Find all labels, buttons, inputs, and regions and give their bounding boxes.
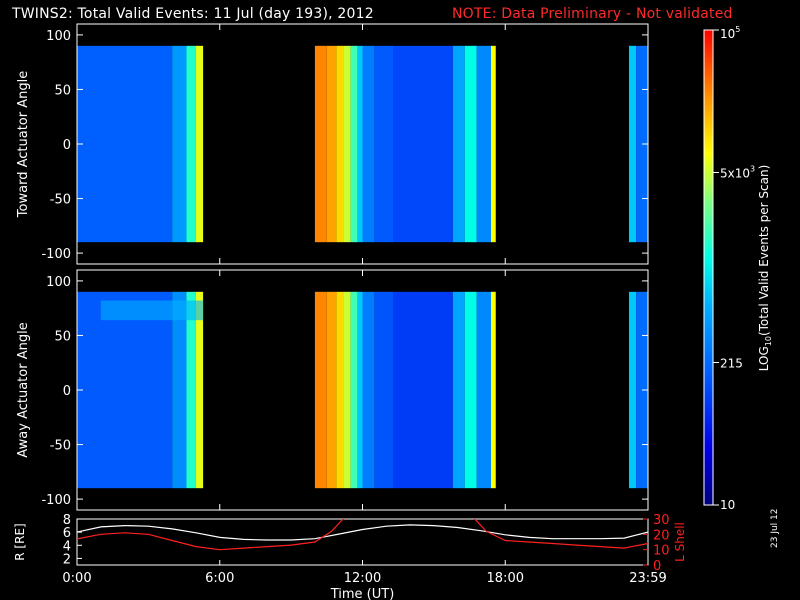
colorbar-gradient (703, 29, 714, 506)
y-left-tick-label: 4 (63, 539, 71, 554)
heatmap-cell (490, 291, 496, 489)
heatmap-cell (374, 45, 394, 243)
heatmap-cell (362, 291, 375, 489)
heatmap-cell (393, 291, 453, 489)
x-axis-label: Time (UT) (330, 587, 395, 600)
y-tick-label: -50 (50, 193, 71, 208)
y-left-tick-label: 6 (63, 526, 71, 541)
y-left-axis-label: R [RE] (13, 523, 27, 560)
y-tick-label: -100 (41, 493, 71, 508)
away-angle-panel: 100 50 0 -50 -100 Away Actuator Angle (16, 269, 649, 511)
heatmap-cell (172, 45, 187, 243)
heatmap-cell (77, 45, 173, 243)
y-tick-label: -50 (50, 439, 71, 454)
heatmap-cell (362, 45, 375, 243)
y-right-tick-label: 20 (653, 528, 670, 543)
x-tick-label: 6:00 (205, 571, 234, 586)
heatmap-band (100, 300, 204, 321)
heatmap-cell (464, 291, 477, 489)
colorbar-tick-label: 105 (720, 25, 740, 41)
toward-angle-panel: 100 50 0 -50 -100 Toward Actuator Angle (16, 23, 649, 265)
colorbar-tick-label: 215 (720, 357, 743, 371)
y-axis-label: Away Actuator Angle (16, 322, 31, 457)
heatmap-cell (336, 45, 344, 243)
y-tick-label: -100 (41, 247, 71, 262)
heatmap-cell (476, 45, 491, 243)
heatmap-cell (343, 291, 351, 489)
r-series-line (77, 524, 648, 541)
panel-frame (76, 518, 649, 566)
heatmap-cell (374, 291, 394, 489)
y-tick-label: 100 (46, 275, 71, 290)
x-tick-label: 12:00 (344, 571, 381, 586)
heatmap-cell (195, 291, 204, 489)
heatmap-cell (195, 45, 204, 243)
y-right-tick-label: 0 (653, 559, 661, 574)
colorbar-tick-label: 5x103 (720, 165, 755, 181)
heatmap-cell (314, 291, 327, 489)
y-right-tick-label: 10 (653, 544, 670, 559)
heatmap-cell (490, 45, 496, 243)
heatmap-cell (172, 291, 187, 489)
heatmap-cell (628, 45, 637, 243)
y-right-axis-label: L Shell (673, 522, 687, 562)
colorbar-tick-label: 10 (720, 498, 735, 512)
heatmap-cell (336, 291, 344, 489)
colorbar-label: LOG10(Total Valid Events per Scan) (757, 165, 773, 372)
colorbar: LOG10(Total Valid Events per Scan) 10 215… (703, 25, 773, 512)
heatmap-cell (464, 45, 477, 243)
heatmap-cell (350, 291, 358, 489)
heatmap-cell (452, 45, 465, 243)
y-left-tick-label: 8 (63, 513, 71, 528)
heatmap-cell (357, 45, 363, 243)
plot-title: TWINS2: Total Valid Events: 11 Jul (day … (12, 6, 374, 22)
x-tick-label: 23:59 (629, 571, 666, 586)
heatmap-cell (326, 45, 337, 243)
heatmap-cell (343, 45, 351, 243)
heatmap-cell (186, 45, 196, 243)
x-tick-label: 18:00 (487, 571, 524, 586)
y-tick-label: 50 (54, 83, 71, 98)
y-left-tick-label: 2 (63, 552, 71, 567)
heatmap-cell (452, 291, 465, 489)
y-tick-label: 0 (63, 138, 71, 153)
heatmap-cell (476, 291, 491, 489)
y-tick-label: 100 (46, 29, 71, 44)
preliminary-note: NOTE: Data Preliminary - Not validated (452, 6, 733, 22)
lshell-series-line (77, 519, 648, 551)
heatmap-cell (326, 291, 337, 489)
y-axis-label: Toward Actuator Angle (16, 71, 31, 218)
heatmap-cell (393, 45, 453, 243)
heatmap-cell (186, 291, 196, 489)
heatmap-cell (77, 291, 173, 489)
heatmap-cell (350, 45, 358, 243)
y-tick-label: 50 (54, 329, 71, 344)
heatmap-cell (628, 291, 637, 489)
heatmap-cell (357, 291, 363, 489)
y-tick-label: 0 (63, 384, 71, 399)
x-tick-label: 0:00 (62, 571, 91, 586)
heatmap-cell (314, 45, 327, 243)
y-right-tick-label: 30 (653, 513, 670, 528)
